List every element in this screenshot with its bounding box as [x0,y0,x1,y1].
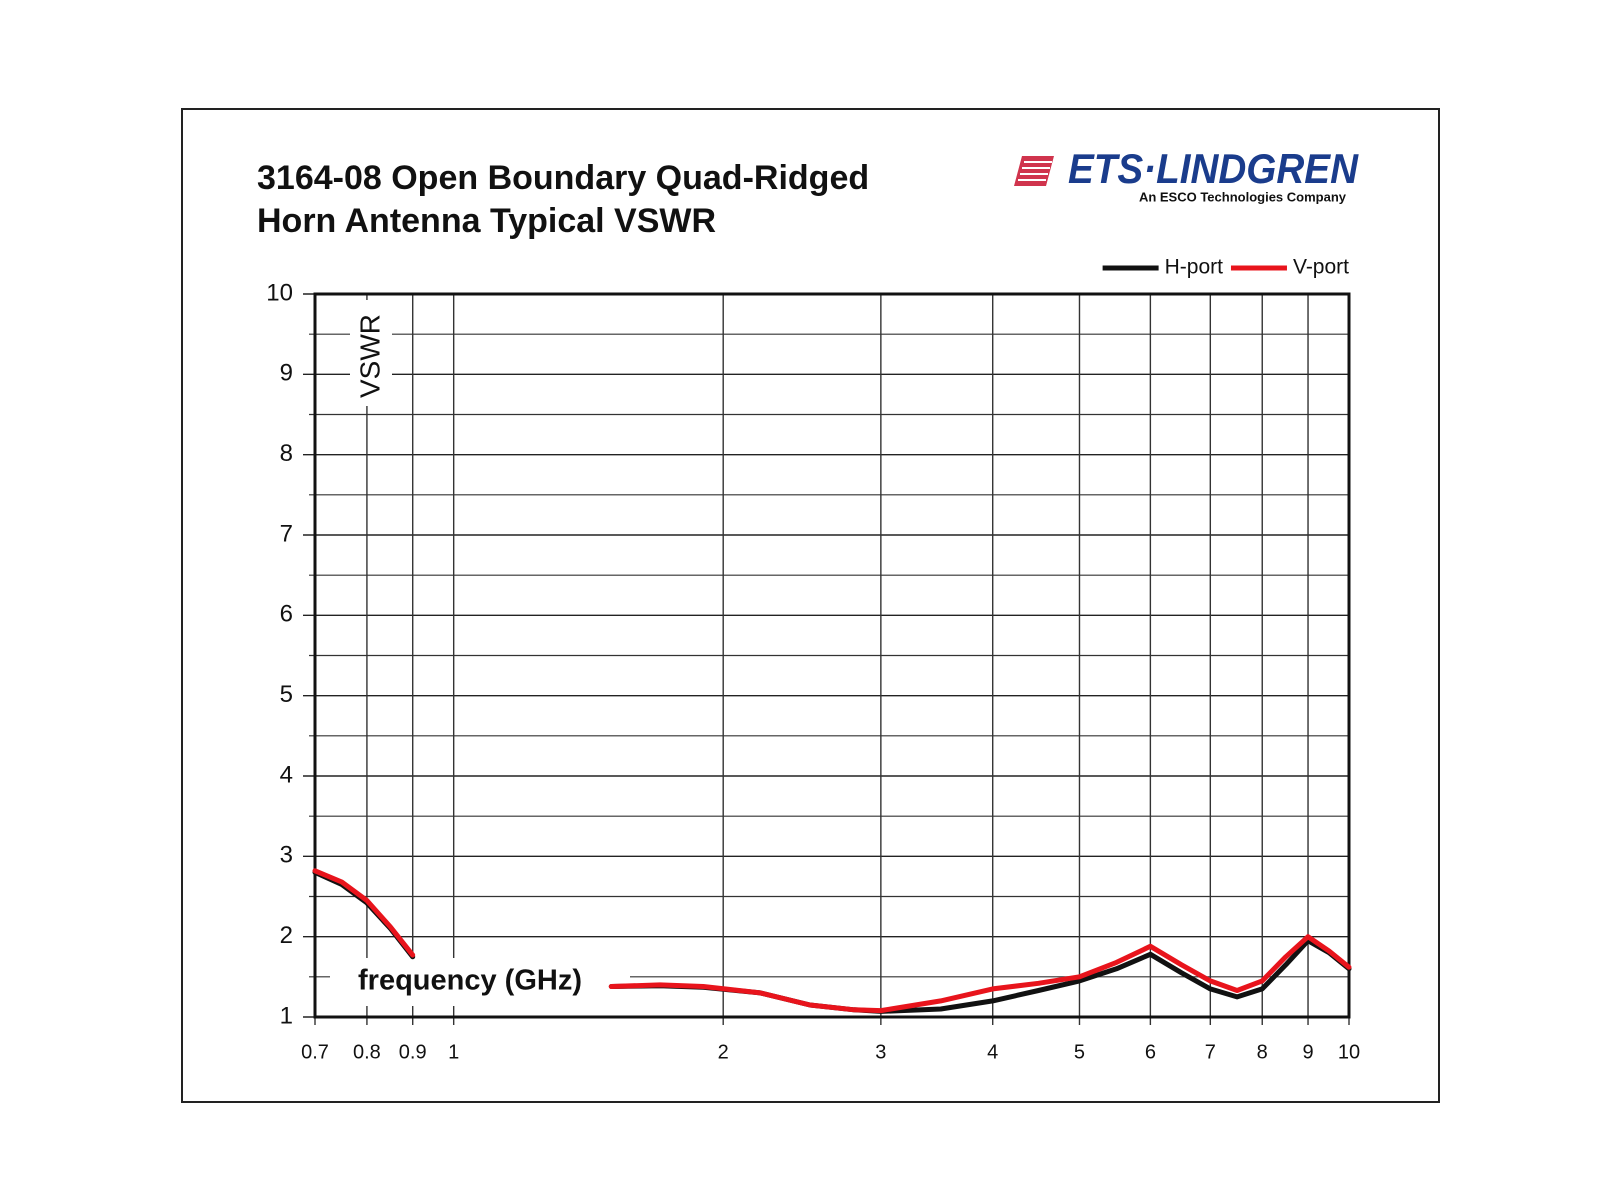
series-line [312,868,1352,1014]
x-tick-label: 10 [1338,1041,1360,1063]
y-tick-label: 7 [280,520,293,547]
y-tick-label: 8 [280,440,293,467]
x-tick-label: 1 [448,1041,459,1063]
x-tick-label: 2 [718,1041,729,1063]
x-tick-label: 9 [1302,1041,1313,1063]
y-tick-label: 4 [280,761,293,788]
x-axis-label: frequency (GHz) [358,965,582,997]
legend-label: H-port [1165,256,1224,279]
x-label-bg [330,958,630,1006]
x-tick-label: 6 [1145,1041,1156,1063]
x-tick-label: 7 [1205,1041,1216,1063]
y-axis-label: VSWR [354,314,385,398]
x-tick-label: 3 [875,1041,886,1063]
y-tick-label: 3 [280,842,293,869]
y-tick-label: 2 [280,922,293,949]
x-tick-label: 4 [987,1041,998,1063]
logo-tagline: An ESCO Technologies Company [1139,189,1347,204]
x-tick-label: 5 [1074,1041,1085,1063]
x-tick-label: 0.8 [353,1041,381,1063]
y-tick-label: 9 [280,360,293,387]
plot-border [313,292,1351,1019]
y-tick-label: 5 [280,681,293,708]
x-tick-label: 0.7 [301,1041,329,1063]
y-tick-label: 1 [280,1002,293,1029]
logo-mark [1014,156,1054,186]
frame [181,108,1440,1103]
chart-title: 3164-08 Open Boundary Quad-Ridged [257,159,869,197]
y-label-bg [350,300,392,406]
legend-label: V-port [1293,256,1349,279]
chart-title: Horn Antenna Typical VSWR [257,202,716,240]
x-tick-label: 0.9 [399,1041,427,1063]
y-tick-label: 6 [280,601,293,628]
x-tick-label: 8 [1257,1041,1268,1063]
y-tick-label: 10 [266,279,293,306]
logo-brand: ETS·LINDGREN [1068,145,1360,192]
